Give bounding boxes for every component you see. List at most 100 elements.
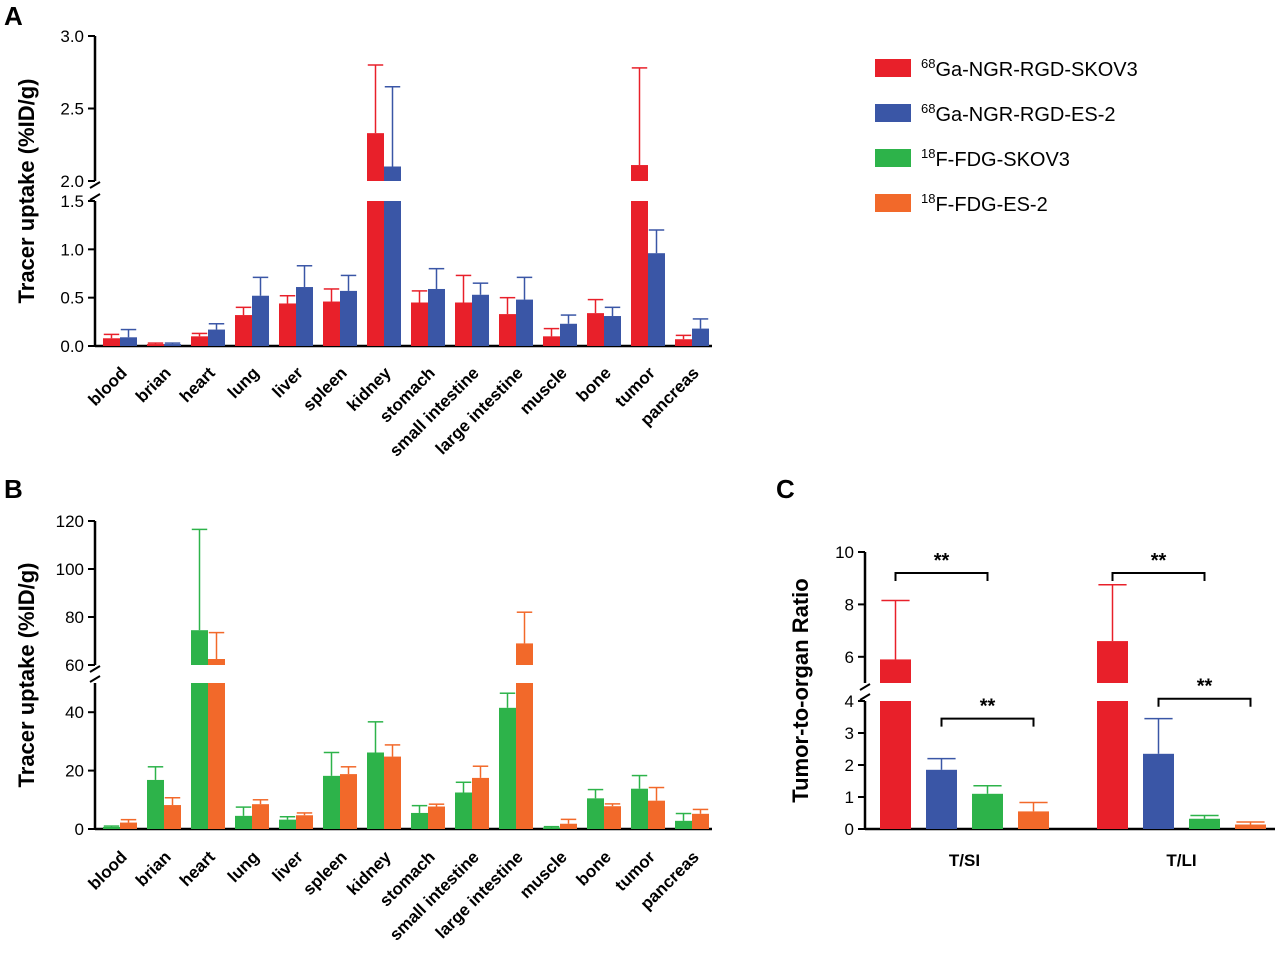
significance-bracket <box>894 571 989 581</box>
bar <box>1097 701 1128 829</box>
bar <box>880 701 911 829</box>
x-category-label: blood <box>85 363 131 409</box>
bar <box>1189 818 1220 829</box>
bar <box>208 659 225 665</box>
bar <box>560 823 577 829</box>
x-category-label: lung <box>224 363 263 402</box>
bar <box>543 336 560 346</box>
y-axis-title: Tracer uptake (%ID/g) <box>14 79 39 304</box>
bar <box>411 812 428 829</box>
bar <box>648 800 665 829</box>
bar <box>472 294 489 346</box>
y-tick-label: 0.0 <box>60 337 84 356</box>
x-category-label: liver <box>269 847 307 885</box>
y-tick-label: 1 <box>845 788 854 807</box>
bar <box>499 707 516 829</box>
x-category-label: T/LI <box>1166 851 1196 870</box>
bar <box>428 288 445 346</box>
legend: 68Ga-NGR-RGD-SKOV368Ga-NGR-RGD-ES-218F-F… <box>875 56 1138 216</box>
bar <box>367 133 384 181</box>
bar <box>384 166 401 181</box>
y-tick-label: 0.5 <box>60 289 84 308</box>
legend-swatch <box>875 149 911 167</box>
y-axis-title: Tracer uptake (%ID/g) <box>14 563 39 788</box>
y-tick-label: 60 <box>65 656 84 675</box>
legend-isotope-superscript: 18 <box>921 191 935 206</box>
bar <box>675 820 692 829</box>
panel-label-b: B <box>4 474 23 504</box>
bar <box>208 329 225 346</box>
axis-break-mark <box>859 693 871 701</box>
bar <box>516 683 533 829</box>
legend-isotope-superscript: 18 <box>921 146 935 161</box>
bar <box>252 804 269 829</box>
bar <box>587 798 604 829</box>
y-tick-label: 10 <box>835 543 854 562</box>
x-category-label: muscle <box>516 847 571 902</box>
bar <box>384 756 401 829</box>
bar <box>543 827 560 829</box>
bar <box>675 339 692 346</box>
significance-label: ** <box>1151 550 1167 572</box>
y-tick-label: 2 <box>845 756 854 775</box>
y-tick-label: 0 <box>845 820 854 839</box>
bar <box>103 338 120 346</box>
bar <box>323 775 340 829</box>
bar <box>191 630 208 665</box>
x-category-label: brian <box>132 847 175 890</box>
bar <box>411 302 428 346</box>
x-category-label: T/SI <box>949 851 980 870</box>
bar <box>103 826 120 829</box>
y-tick-label: 3 <box>845 724 854 743</box>
significance-bracket <box>1111 571 1206 581</box>
panel-label-a: A <box>4 1 23 31</box>
bar <box>499 314 516 346</box>
x-category-label: muscle <box>516 363 571 418</box>
significance-bracket <box>1157 697 1252 707</box>
legend-swatch <box>875 104 911 122</box>
x-category-label: liver <box>269 363 307 401</box>
bar <box>279 819 296 829</box>
bar <box>208 683 225 829</box>
legend-isotope-superscript: 68 <box>921 101 935 116</box>
axis-break-mark <box>89 675 101 683</box>
bar <box>880 659 911 683</box>
bar <box>1018 811 1049 829</box>
bar <box>235 315 252 346</box>
bar <box>235 815 252 829</box>
y-tick-label: 8 <box>845 595 854 614</box>
x-category-label: lung <box>224 847 263 886</box>
y-tick-label: 1.0 <box>60 240 84 259</box>
bar <box>455 792 472 829</box>
x-category-label: bone <box>573 363 615 405</box>
bar <box>384 201 401 346</box>
legend-label: 18F-FDG-ES-2 <box>921 191 1048 216</box>
bar <box>120 337 137 346</box>
legend-label: 68Ga-NGR-RGD-ES-2 <box>921 101 1115 126</box>
bar <box>252 295 269 346</box>
legend-series-name: F-FDG-SKOV3 <box>935 149 1069 171</box>
bar <box>147 779 164 829</box>
y-tick-label: 2.0 <box>60 172 84 191</box>
significance-label: ** <box>980 696 996 718</box>
bar <box>279 303 296 346</box>
bar <box>926 769 957 829</box>
x-category-label: bone <box>573 847 615 889</box>
bar <box>560 323 577 346</box>
bar <box>164 805 181 829</box>
chart-panel-b: 0 20 40 60 80 100 120 Tracer uptake (%ID/g) bloo… <box>14 512 712 944</box>
bar <box>120 822 137 829</box>
bar <box>340 774 357 829</box>
bar <box>692 328 709 346</box>
y-axis-title: Tumor-to-organ Ratio <box>788 578 813 802</box>
significance-label: ** <box>1197 676 1213 698</box>
bar <box>296 815 313 829</box>
axis-break-mark <box>89 193 101 201</box>
y-tick-label: 4 <box>845 692 854 711</box>
x-category-label: heart <box>176 847 219 890</box>
y-tick-label: 80 <box>65 608 84 627</box>
bar <box>428 806 445 829</box>
bar <box>191 683 208 829</box>
legend-swatch <box>875 59 911 77</box>
